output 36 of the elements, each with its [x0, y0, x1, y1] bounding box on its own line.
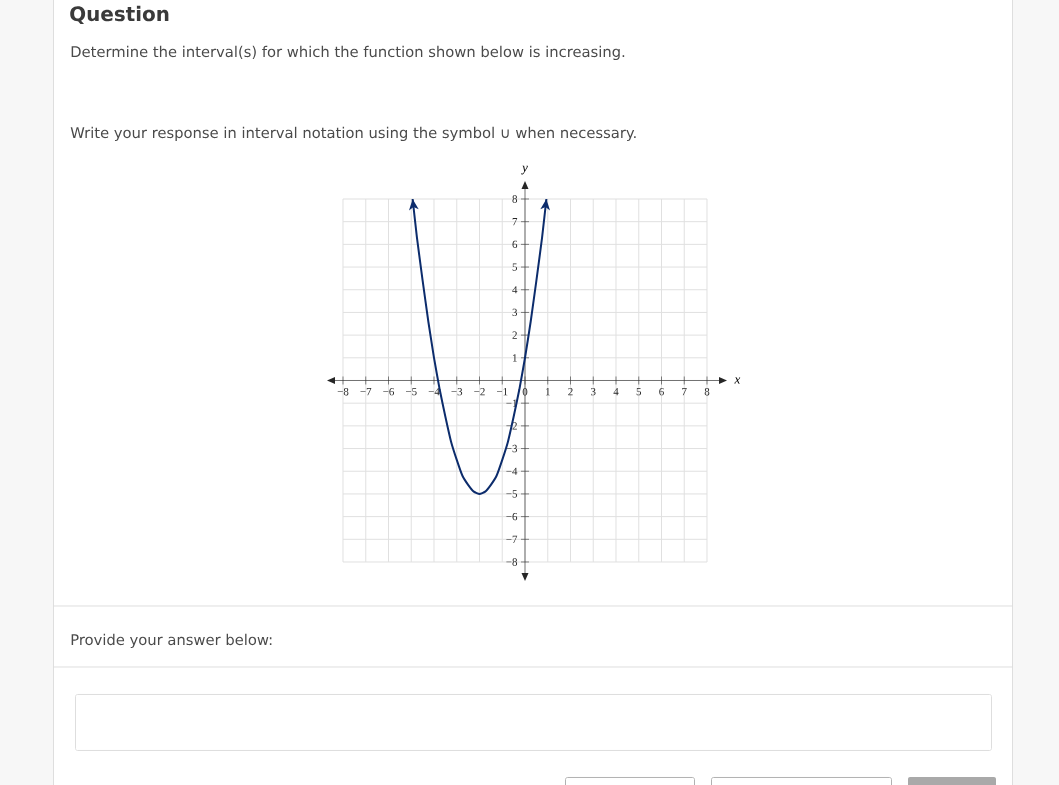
x-tick-label: −5 [405, 388, 417, 396]
text: Write your response in interval notation using the symbol ∪ when necessary. [70, 126, 636, 142]
x-axis-title: x [734, 377, 741, 384]
y-tick-label: 7 [512, 218, 518, 226]
x-tick-label: −8 [337, 388, 349, 396]
x-tick-label: 4 [613, 388, 619, 396]
text: Provide your answer below: [71, 633, 272, 649]
y-tick-label: −3 [506, 444, 518, 453]
y-tick-label: −5 [506, 490, 518, 498]
text: Question [70, 5, 169, 24]
y-tick-label: 1 [512, 354, 517, 362]
x-tick-label: −7 [360, 388, 372, 396]
y-tick-label: −7 [506, 535, 518, 543]
x-tick-label: 0 [522, 388, 528, 396]
x-tick-label: 3 [591, 388, 596, 396]
x-tick-label: 1 [545, 388, 550, 396]
x-tick-label: 8 [704, 388, 710, 396]
x-tick-label: 2 [568, 388, 573, 396]
y-tick-label: −8 [506, 558, 518, 566]
y-axis-title: y [521, 165, 528, 175]
y-tick-label: 3 [512, 308, 518, 317]
x-tick-label: −6 [383, 388, 395, 396]
x-tick-label: 6 [659, 388, 664, 396]
y-tick-label: −4 [506, 467, 518, 475]
x-tick-label: 5 [636, 388, 642, 396]
x-tick-label: 7 [682, 388, 687, 396]
x-tick-label: −1 [496, 388, 508, 396]
text: Determine the interval(s) for which the function shown below is increasing. [71, 45, 625, 61]
y-tick-label: 2 [512, 331, 517, 339]
y-tick-label: 8 [512, 195, 518, 203]
x-tick-label: −2 [474, 388, 485, 396]
y-tick-label: 4 [512, 286, 518, 294]
y-tick-label: 6 [512, 240, 518, 249]
x-tick-label: −3 [451, 388, 463, 396]
y-tick-label: −6 [506, 512, 518, 521]
y-tick-label: 5 [512, 263, 518, 271]
